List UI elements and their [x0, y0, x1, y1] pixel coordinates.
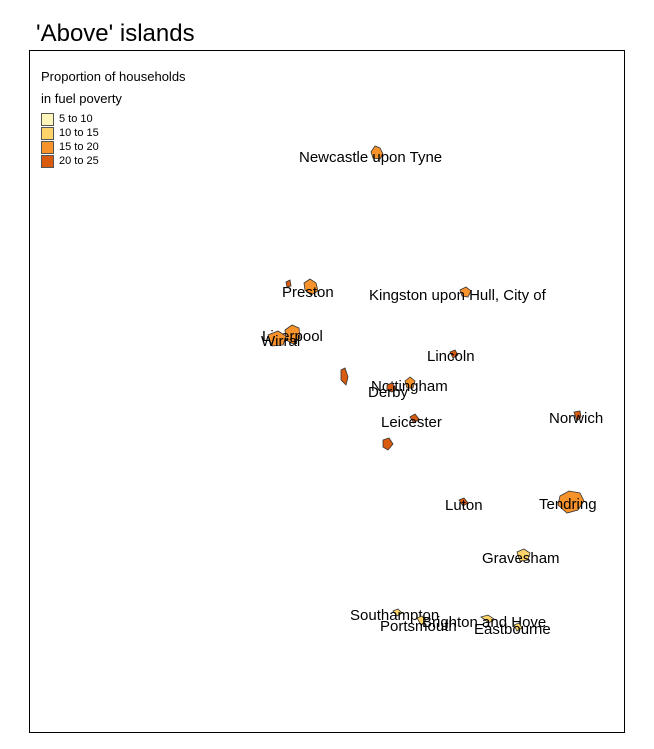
area-kingston-upon-hull: [459, 286, 472, 298]
area-newcastle-upon-tyne: [370, 145, 384, 160]
area-nottingham: [404, 376, 416, 389]
area-gravesham: [516, 548, 531, 562]
area-brighton-and-hove: [480, 614, 495, 624]
legend-title: Proportion of households in fuel poverty: [41, 66, 186, 110]
legend-swatch: [41, 154, 54, 168]
area-derby: [386, 382, 397, 393]
legend-title-line2: in fuel poverty: [41, 91, 122, 106]
area-unlabeled: [340, 367, 349, 386]
label-newcastle-upon-tyne: Newcastle upon Tyne: [299, 149, 442, 166]
legend-item: 5 to 10: [41, 112, 186, 126]
label-lincoln: Lincoln: [427, 348, 475, 365]
legend-item: 10 to 15: [41, 126, 186, 140]
area-liverpool: [284, 324, 301, 345]
label-luton: Luton: [445, 497, 483, 514]
legend-item: 15 to 20: [41, 140, 186, 154]
legend-item: 20 to 25: [41, 154, 186, 168]
map-frame: [29, 50, 625, 733]
legend-label: 5 to 10: [59, 113, 93, 125]
area-southampton: [392, 608, 403, 617]
label-portsmouth: Portsmouth: [380, 618, 457, 635]
label-derby: Derby: [368, 384, 409, 401]
legend-swatch: [41, 112, 54, 126]
label-eastbourne: Eastbourne: [474, 621, 551, 638]
label-kingston-upon-hull: Kingston upon Hull, City of: [369, 287, 547, 304]
area-lincoln: [449, 349, 459, 359]
area-luton: [458, 497, 469, 507]
label-norwich: Norwich: [549, 410, 603, 427]
label-wirral: Wirral: [261, 333, 300, 350]
label-gravesham: Gravesham: [482, 550, 560, 567]
area-portsmouth: [416, 615, 427, 626]
legend-swatch: [41, 126, 54, 140]
legend-title-line1: Proportion of households: [41, 69, 186, 84]
area-leicester: [409, 413, 420, 424]
label-preston: Preston: [282, 284, 334, 301]
area-unlabeled: [382, 437, 394, 451]
area-tendring: [557, 490, 585, 514]
area-unlabeled: [285, 279, 292, 288]
label-tendring: Tendring: [539, 496, 597, 513]
legend-swatch: [41, 140, 54, 154]
legend-label: 15 to 20: [59, 141, 99, 153]
area-preston: [303, 278, 319, 296]
legend-label: 20 to 25: [59, 155, 99, 167]
label-southampton: Southampton: [350, 607, 439, 624]
map-title: 'Above' islands: [36, 20, 195, 47]
area-wirral: [267, 330, 287, 347]
area-eastbourne: [513, 622, 523, 632]
legend-label: 10 to 15: [59, 127, 99, 139]
legend-items: 5 to 10 10 to 15 15 to 20 20 to 25: [41, 112, 186, 168]
legend: Proportion of households in fuel poverty…: [41, 66, 186, 168]
label-leicester: Leicester: [381, 414, 442, 431]
area-norwich: [573, 410, 582, 422]
